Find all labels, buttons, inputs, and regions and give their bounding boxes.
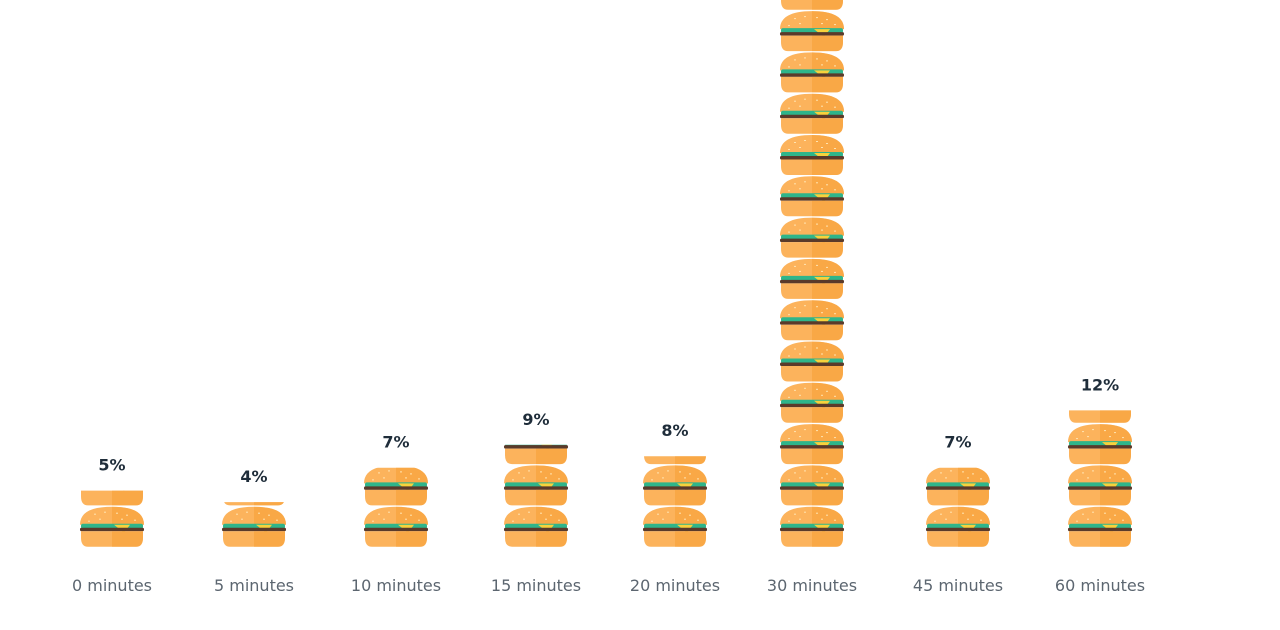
- value-label: 4%: [240, 467, 267, 486]
- value-label: 12%: [1081, 375, 1119, 394]
- category-label: 0 minutes: [72, 576, 152, 595]
- partial-burger-icon: [81, 490, 143, 506]
- value-label: 8%: [661, 421, 688, 440]
- partial-burger-icon: [364, 467, 428, 506]
- burger-icon: [504, 465, 568, 506]
- burger-icon: [1068, 465, 1132, 506]
- partial-burger-icon: [504, 444, 568, 465]
- burger-icon: [1068, 506, 1132, 547]
- value-label: 5%: [98, 456, 125, 475]
- burger-icon: [780, 258, 844, 299]
- burger-icon: [780, 11, 844, 52]
- burger-icon: [780, 424, 844, 465]
- burger-icon: [643, 465, 707, 506]
- category-label: 20 minutes: [630, 576, 720, 595]
- category-label: 45 minutes: [913, 576, 1003, 595]
- burger-icon: [780, 135, 844, 175]
- burger-icon: [780, 382, 844, 423]
- category-label: 30 minutes: [767, 576, 857, 595]
- burger-icon: [80, 506, 144, 547]
- bar-45-minutes: [926, 467, 990, 547]
- bar-15-minutes: [504, 444, 568, 547]
- burger-icon: [504, 506, 568, 547]
- partial-burger-icon: [1069, 410, 1131, 423]
- burger-icon: [780, 506, 844, 547]
- burger-icon: [780, 217, 844, 258]
- value-label: 7%: [944, 433, 971, 452]
- partial-burger-icon: [926, 467, 990, 506]
- partial-burger-icon: [644, 456, 706, 465]
- burger-icon: [364, 506, 428, 547]
- burger-icon: [780, 341, 844, 382]
- bar-0-minutes: [80, 490, 144, 547]
- bar-10-minutes: [364, 467, 428, 547]
- bars-layer: [80, 0, 1132, 547]
- burger-icon: [780, 52, 844, 93]
- burger-icon: [780, 465, 844, 506]
- partial-burger-icon: [224, 502, 284, 506]
- value-label: 9%: [522, 410, 549, 429]
- category-label: 60 minutes: [1055, 576, 1145, 595]
- burger-icon: [780, 176, 844, 217]
- burger-icon: [926, 506, 990, 547]
- burger-icon: [1068, 424, 1132, 465]
- value-label: 7%: [382, 433, 409, 452]
- labels-layer: 5% 0 minutes 4% 5 minutes 7% 10 minutes 9% 15 m…: [72, 375, 1145, 595]
- bar-20-minutes: [643, 456, 707, 547]
- burger-icon: [222, 506, 286, 547]
- bar-60-minutes: [1068, 410, 1132, 547]
- partial-burger-icon: [781, 0, 843, 10]
- burger-icon: [780, 300, 844, 341]
- category-label: 5 minutes: [214, 576, 294, 595]
- bar-30-minutes: [780, 0, 844, 547]
- category-label: 10 minutes: [351, 576, 441, 595]
- burger-icon: [643, 506, 707, 547]
- bar-5-minutes: [222, 502, 286, 547]
- burger-icon: [780, 93, 844, 134]
- category-label: 15 minutes: [491, 576, 581, 595]
